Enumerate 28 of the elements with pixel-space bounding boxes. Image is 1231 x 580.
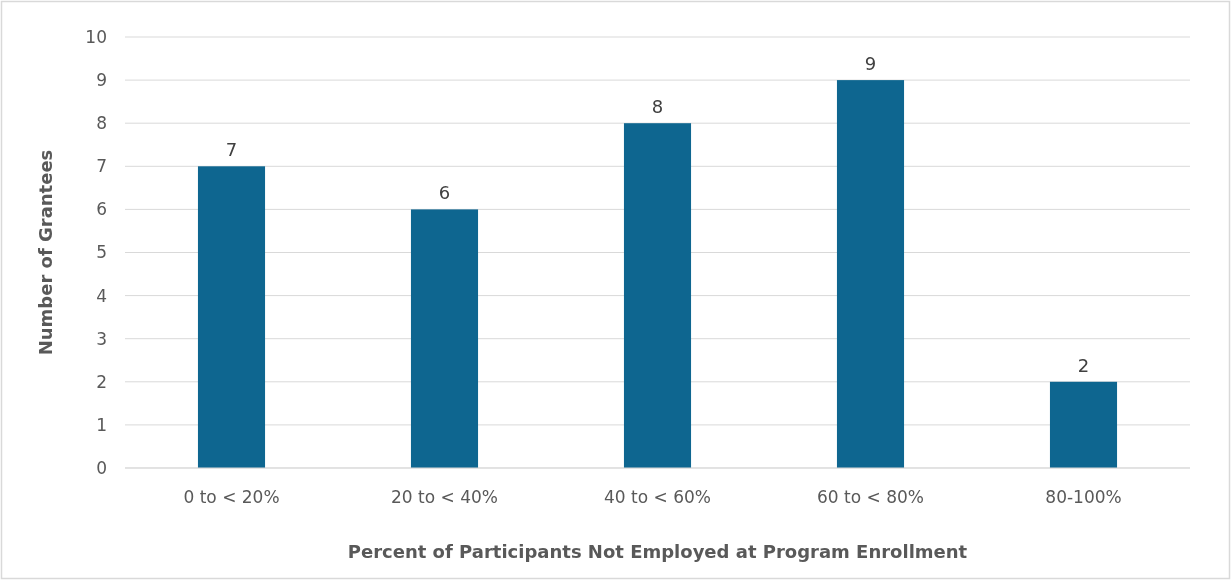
y-tick-label: 0 <box>96 457 107 478</box>
bar <box>623 123 692 468</box>
bar <box>410 209 479 468</box>
y-tick-label: 1 <box>96 414 107 435</box>
y-axis-title: Number of Grantees <box>35 149 56 356</box>
x-tick-label: 0 to < 20% <box>183 487 280 507</box>
bar <box>1049 381 1118 468</box>
bar <box>197 166 266 468</box>
y-tick-label: 7 <box>96 156 107 177</box>
x-tick-label: 20 to < 40% <box>391 487 498 507</box>
x-axis-title: Percent of Participants Not Employed at Program Enrollment <box>347 541 968 562</box>
y-tick-label: 2 <box>96 371 107 392</box>
x-tick-label: 40 to < 60% <box>604 487 711 507</box>
y-tick-label: 3 <box>96 328 107 349</box>
x-tick-label: 80-100% <box>1045 487 1122 507</box>
y-tick-label: 10 <box>85 26 107 47</box>
y-tick-label: 9 <box>96 70 107 91</box>
data-label: 7 <box>225 139 238 161</box>
y-tick-label: 4 <box>96 285 107 306</box>
data-label: 9 <box>864 53 877 75</box>
bar <box>836 80 905 468</box>
data-label: 8 <box>651 96 664 118</box>
y-tick-label: 6 <box>96 199 107 220</box>
y-tick-label: 5 <box>96 242 107 263</box>
data-label: 2 <box>1077 354 1090 376</box>
x-tick-label: 60 to < 80% <box>817 487 924 507</box>
y-tick-label: 8 <box>96 113 107 134</box>
data-label: 6 <box>438 182 451 204</box>
